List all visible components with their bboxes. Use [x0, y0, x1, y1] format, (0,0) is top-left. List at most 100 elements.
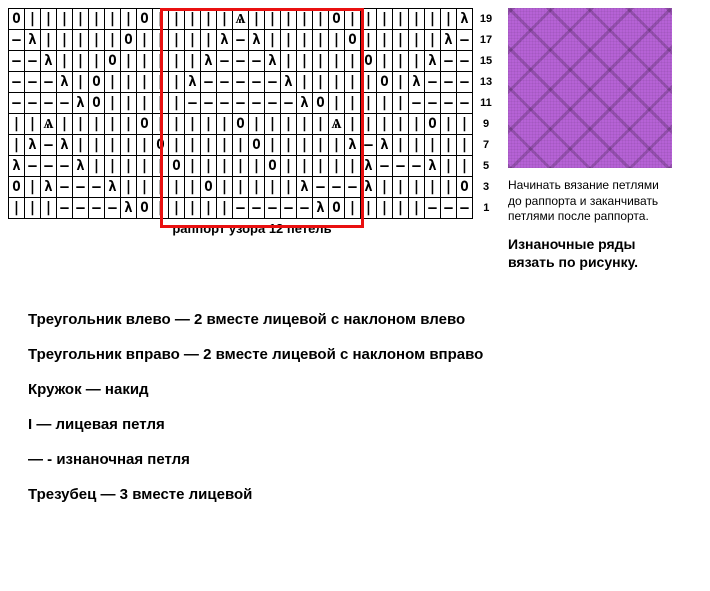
- stitch-cell: |: [137, 93, 153, 114]
- stitch-cell: λ: [345, 135, 361, 156]
- legend-item: Треугольник влево — 2 вместе лицевой с н…: [28, 311, 702, 328]
- stitch-cell: |: [185, 177, 201, 198]
- stitch-cell: O: [457, 177, 473, 198]
- stitch-cell: λ: [425, 51, 441, 72]
- stitch-cell: |: [441, 135, 457, 156]
- stitch-cell: |: [201, 135, 217, 156]
- stitch-cell: O: [313, 93, 329, 114]
- stitch-cell: |: [361, 198, 377, 219]
- stitch-cell: λ: [297, 177, 313, 198]
- sample-bold-note: Изнаночные ряды вязать по рисунку.: [508, 235, 672, 271]
- stitch-cell: —: [57, 198, 73, 219]
- stitch-cell: |: [185, 156, 201, 177]
- stitch-cell: O: [137, 198, 153, 219]
- stitch-cell: |: [121, 51, 137, 72]
- stitch-cell: |: [89, 9, 105, 30]
- top-section: O|||||||O|||||Ѧ|||||O|||||||λ19—λ|||||O|…: [8, 8, 702, 271]
- stitch-cell: |: [425, 177, 441, 198]
- stitch-cell: —: [41, 72, 57, 93]
- stitch-cell: |: [121, 9, 137, 30]
- knitting-chart: O|||||||O|||||Ѧ|||||O|||||||λ19—λ|||||O|…: [8, 8, 496, 236]
- stitch-cell: |: [153, 93, 169, 114]
- stitch-cell: —: [457, 72, 473, 93]
- stitch-cell: |: [377, 93, 393, 114]
- stitch-cell: |: [121, 177, 137, 198]
- stitch-cell: |: [201, 198, 217, 219]
- stitch-cell: —: [441, 51, 457, 72]
- stitch-cell: —: [185, 93, 201, 114]
- stitch-cell: |: [25, 114, 41, 135]
- stitch-cell: |: [329, 93, 345, 114]
- stitch-cell: λ: [313, 198, 329, 219]
- sample-block: Начинать вязание петлями до раппорта и з…: [508, 8, 672, 271]
- stitch-cell: λ: [25, 30, 41, 51]
- stitch-cell: |: [281, 135, 297, 156]
- stitch-cell: —: [57, 93, 73, 114]
- stitch-cell: —: [57, 156, 73, 177]
- stitch-cell: |: [25, 177, 41, 198]
- stitch-cell: |: [393, 198, 409, 219]
- stitch-cell: |: [297, 9, 313, 30]
- stitch-cell: —: [441, 72, 457, 93]
- stitch-cell: |: [137, 30, 153, 51]
- stitch-cell: |: [345, 114, 361, 135]
- stitch-cell: —: [345, 177, 361, 198]
- stitch-cell: |: [153, 156, 169, 177]
- stitch-cell: |: [169, 135, 185, 156]
- stitch-cell: —: [89, 177, 105, 198]
- stitch-cell: O: [233, 114, 249, 135]
- stitch-cell: |: [185, 9, 201, 30]
- stitch-cell: λ: [441, 30, 457, 51]
- stitch-cell: O: [377, 72, 393, 93]
- stitch-cell: |: [393, 177, 409, 198]
- stitch-cell: |: [329, 51, 345, 72]
- stitch-cell: |: [9, 135, 25, 156]
- stitch-cell: O: [361, 51, 377, 72]
- stitch-cell: |: [73, 72, 89, 93]
- stitch-cell: |: [281, 156, 297, 177]
- stitch-cell: |: [105, 93, 121, 114]
- repeat-label: раппорт узора 12 петель: [8, 221, 496, 236]
- stitch-cell: |: [185, 51, 201, 72]
- stitch-cell: λ: [41, 177, 57, 198]
- stitch-cell: |: [153, 114, 169, 135]
- stitch-cell: O: [89, 93, 105, 114]
- stitch-cell: |: [9, 198, 25, 219]
- stitch-cell: |: [121, 114, 137, 135]
- stitch-cell: |: [297, 30, 313, 51]
- stitch-cell: —: [457, 198, 473, 219]
- stitch-cell: —: [73, 198, 89, 219]
- stitch-cell: |: [169, 198, 185, 219]
- stitch-cell: Ѧ: [233, 9, 249, 30]
- row-number: 7: [473, 135, 496, 156]
- stitch-cell: O: [329, 9, 345, 30]
- stitch-cell: —: [217, 51, 233, 72]
- stitch-cell: —: [409, 93, 425, 114]
- stitch-cell: λ: [41, 51, 57, 72]
- stitch-cell: |: [153, 177, 169, 198]
- stitch-cell: |: [9, 114, 25, 135]
- legend-item: — - изнаночная петля: [28, 451, 702, 468]
- stitch-cell: O: [9, 177, 25, 198]
- stitch-cell: |: [105, 156, 121, 177]
- stitch-cell: —: [89, 198, 105, 219]
- stitch-cell: —: [313, 177, 329, 198]
- stitch-cell: |: [105, 72, 121, 93]
- row-number: 13: [473, 72, 496, 93]
- stitch-cell: |: [409, 30, 425, 51]
- stitch-cell: O: [265, 156, 281, 177]
- stitch-cell: |: [249, 156, 265, 177]
- stitch-cell: λ: [57, 135, 73, 156]
- stitch-cell: |: [345, 198, 361, 219]
- stitch-cell: |: [441, 114, 457, 135]
- stitch-cell: |: [169, 72, 185, 93]
- stitch-cell: —: [441, 93, 457, 114]
- stitch-cell: |: [265, 30, 281, 51]
- stitch-cell: —: [41, 135, 57, 156]
- row-number: 15: [473, 51, 496, 72]
- stitch-cell: |: [233, 156, 249, 177]
- stitch-cell: λ: [249, 30, 265, 51]
- stitch-cell: |: [201, 9, 217, 30]
- stitch-cell: |: [217, 198, 233, 219]
- stitch-cell: |: [457, 156, 473, 177]
